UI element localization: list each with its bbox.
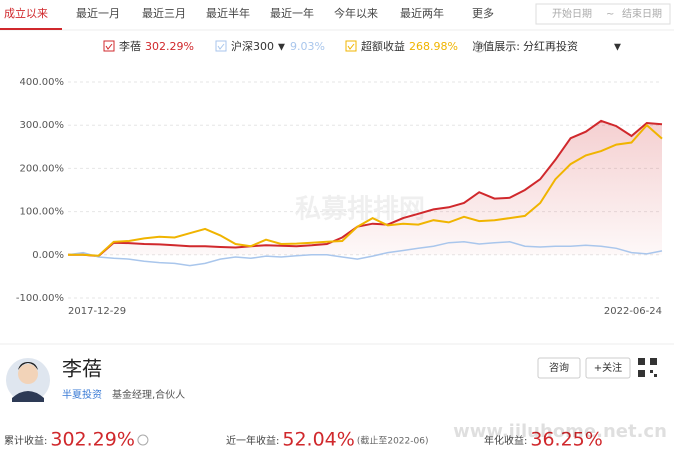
legend-check [347, 43, 355, 50]
tab[interactable]: 今年以来 [334, 6, 378, 20]
stat-value: 52.04% [282, 429, 354, 451]
tab[interactable]: 最近三月 [142, 7, 186, 20]
date-sep: ~ [606, 9, 614, 20]
manager-name: 李蓓 [62, 357, 102, 381]
line [68, 119, 663, 258]
tab[interactable]: 最近两年 [400, 6, 444, 20]
y-tick-label: 300.00% [20, 120, 65, 131]
button[interactable] [537, 357, 581, 379]
tab[interactable]: 最近一年 [270, 6, 314, 20]
display-value[interactable]: 分红再投资 [523, 39, 578, 53]
stat-value: 36.25% [530, 429, 602, 451]
legend-checkbox[interactable] [215, 40, 227, 52]
legend-value: 9.03% [290, 40, 325, 53]
tab[interactable]: 成立以来 [4, 6, 48, 20]
chart: -100.00% 0.00% 100.00% 200.00% 300.00% 400.00… [16, 77, 663, 317]
area [68, 120, 662, 257]
stat-note: (截止至2022-06) [357, 435, 429, 447]
date-box[interactable] [535, 3, 671, 25]
line [67, 241, 663, 267]
legend-checkbox[interactable] [103, 40, 115, 52]
avatar-body [12, 391, 44, 402]
qr-icon[interactable] [638, 358, 657, 377]
date-start[interactable]: 开始日期 [552, 7, 592, 20]
site-watermark: www.jiluhome.net.cn [453, 421, 667, 442]
company[interactable]: 半夏投资 [62, 388, 102, 401]
x-tick-label: 2022-06-24 [604, 306, 662, 317]
stat-label: 累计收益: [4, 434, 47, 447]
stat-label: 年化收益: [484, 434, 527, 447]
legend-name[interactable]: 沪深300 [231, 39, 274, 53]
legend-check [217, 43, 225, 50]
tab[interactable]: 最近一月 [76, 7, 120, 20]
stats: 累计收益: 302.29% 近一年收益: 52.04% (截止至2022-06) 年化收益… [4, 429, 603, 451]
button[interactable] [585, 357, 631, 379]
legend-check [105, 43, 113, 50]
y-tick-label: 400.00% [20, 77, 65, 88]
y-tick-label: -100.00% [16, 293, 64, 304]
help-icon [473, 41, 485, 53]
legend-value: 268.98% [409, 40, 458, 53]
stat-value: 302.29% [50, 429, 135, 451]
date-end[interactable]: 结束日期 [622, 7, 662, 20]
x-tick-label: 2017-12-29 [68, 306, 126, 317]
legend-name[interactable]: 超额收益 [361, 39, 405, 53]
legend-name[interactable]: 李蓓 [119, 39, 141, 53]
tab[interactable]: 更多 [472, 6, 494, 20]
role: 基金经理,合伙人 [112, 388, 185, 401]
avatar-hair [18, 362, 38, 370]
y-tick-label: 100.00% [20, 207, 65, 218]
legend-value: 302.29% [145, 40, 194, 53]
y-tick-label: 0.00% [32, 250, 64, 261]
y-tick-label: 200.00% [20, 163, 65, 174]
dropdown-arrow: ▼ [614, 43, 621, 53]
button-label[interactable]: 咨询 [549, 361, 569, 374]
avatar-face [18, 364, 38, 384]
tab[interactable]: 最近半年 [206, 6, 250, 20]
line [68, 123, 663, 257]
dropdown-arrow: ▼ [278, 43, 285, 53]
help-icon [137, 434, 149, 446]
legend-checkbox[interactable] [345, 40, 357, 52]
display-label: 净值展示: [472, 39, 520, 53]
button-label[interactable]: +关注 [594, 361, 622, 374]
stat-label: 近一年收益: [226, 434, 279, 447]
